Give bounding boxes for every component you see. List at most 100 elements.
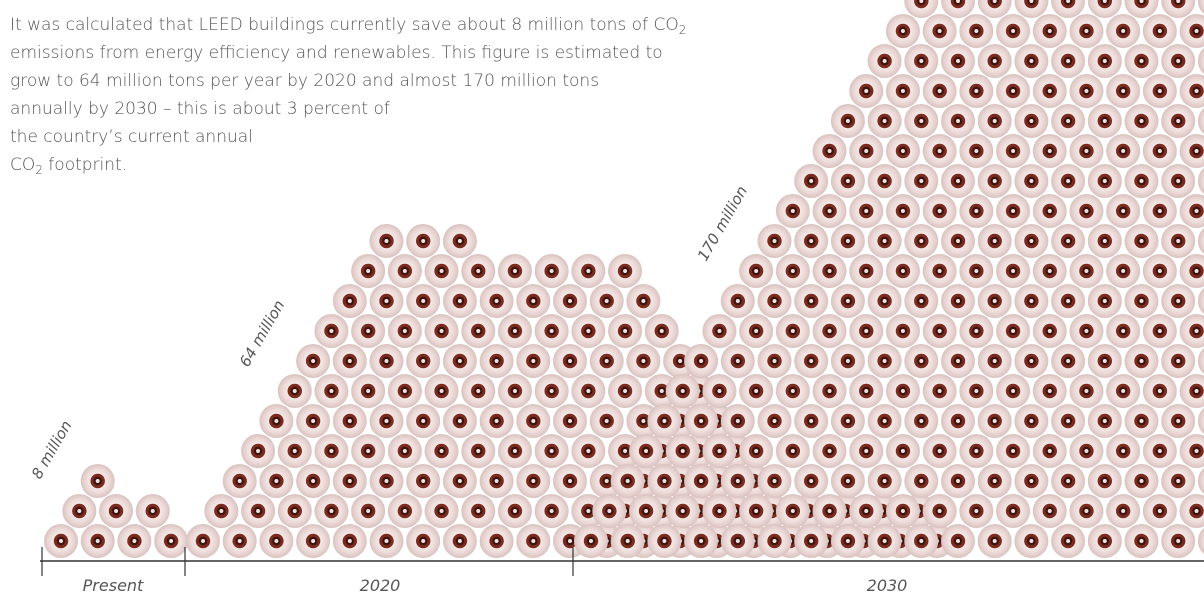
co2-ball — [794, 524, 829, 558]
co2-ball — [959, 314, 994, 348]
co2-ball — [922, 74, 957, 108]
co2-ball — [222, 464, 257, 498]
co2-ball — [702, 314, 737, 348]
co2-ball — [1087, 0, 1122, 18]
co2-ball — [1179, 254, 1204, 288]
co2-ball — [830, 464, 865, 498]
co2-ball — [1051, 404, 1086, 438]
co2-ball — [369, 464, 404, 498]
description-line-4: annually by 2030 – this is about 3 perce… — [10, 99, 390, 119]
co2-ball — [442, 464, 477, 498]
co2-ball — [1069, 14, 1104, 48]
co2-ball — [1069, 74, 1104, 108]
co2-ball — [1069, 494, 1104, 528]
co2-ball — [351, 434, 386, 468]
co2-ball — [277, 434, 312, 468]
co2-ball — [904, 44, 939, 78]
co2-ball — [996, 494, 1031, 528]
co2-ball — [1161, 404, 1196, 438]
co2-ball — [1087, 524, 1122, 558]
co2-ball — [479, 404, 514, 438]
co2-ball — [904, 404, 939, 438]
co2-ball — [497, 374, 532, 408]
co2-ball — [534, 314, 569, 348]
co2-ball — [351, 374, 386, 408]
co2-ball — [461, 374, 496, 408]
co2-ball — [553, 344, 587, 378]
co2-ball — [1161, 104, 1196, 138]
co2-ball — [332, 344, 367, 378]
co2-ball — [534, 374, 569, 408]
co2-ball — [830, 344, 865, 378]
co2-ball — [479, 464, 514, 498]
co2-ball — [849, 74, 884, 108]
co2-ball — [1197, 0, 1204, 15]
co2-ball — [1106, 14, 1141, 48]
co2-ball — [1197, 527, 1204, 555]
co2-ball — [406, 464, 441, 498]
co2-ball — [941, 284, 975, 318]
co2-ball — [571, 314, 606, 348]
co2-ball — [1087, 104, 1122, 138]
co2-ball — [387, 494, 422, 528]
co2-ball — [1124, 224, 1159, 258]
co2-ball — [922, 254, 957, 288]
co2-ball — [1197, 167, 1204, 195]
co2-ball — [1087, 284, 1122, 318]
co2-ball — [996, 14, 1031, 48]
co2-ball — [720, 344, 755, 378]
co2-ball — [1087, 404, 1122, 438]
co2-ball — [296, 404, 331, 438]
co2-ball — [665, 434, 700, 468]
co2-ball — [959, 374, 994, 408]
co2-ball — [608, 374, 643, 408]
co2-ball — [1069, 374, 1104, 408]
co2-ball — [849, 254, 884, 288]
co2-ball — [571, 434, 606, 468]
co2-ball — [757, 524, 792, 558]
co2-ball — [1069, 134, 1104, 168]
co2-ball — [314, 314, 349, 348]
co2-ball — [885, 374, 920, 408]
co2-ball — [516, 284, 551, 318]
co2-ball — [589, 344, 624, 378]
co2-ball — [1197, 467, 1204, 495]
co2-ball — [922, 14, 957, 48]
co2-ball — [849, 494, 884, 528]
co2-ball — [461, 314, 496, 348]
co2-ball — [424, 494, 459, 528]
co2-ball — [1161, 344, 1196, 378]
co2-ball — [849, 194, 884, 228]
co2-ball — [941, 464, 975, 498]
co2-ball — [296, 344, 331, 378]
co2-ball — [922, 314, 957, 348]
description-line-3: grow to 64 million tons per year by 2020… — [10, 71, 600, 91]
co2-ball — [1087, 344, 1122, 378]
co2-ball — [922, 134, 957, 168]
co2-ball — [1197, 47, 1204, 75]
co2-ball — [941, 524, 975, 558]
co2-ball — [534, 494, 569, 528]
co2-ball — [830, 164, 865, 198]
co2-ball — [904, 284, 939, 318]
co2-ball — [387, 254, 422, 288]
co2-ball — [1197, 107, 1204, 135]
description-line-1: It was calculated that LEED buildings cu… — [10, 15, 687, 37]
co2-ball — [1087, 224, 1122, 258]
co2-ball — [996, 134, 1031, 168]
co2-ball — [1179, 134, 1204, 168]
value-label: 170 million — [694, 183, 751, 264]
co2-ball — [80, 464, 115, 498]
co2-ball — [629, 434, 664, 468]
co2-ball — [959, 434, 994, 468]
co2-ball — [314, 374, 349, 408]
co2-ball — [1124, 0, 1159, 18]
co2-ball — [959, 14, 994, 48]
co2-ball — [775, 314, 810, 348]
co2-ball — [775, 254, 810, 288]
co2-ball — [479, 344, 514, 378]
co2-ball — [996, 194, 1031, 228]
co2-ball — [332, 524, 367, 558]
co2-ball — [1051, 0, 1086, 18]
co2-ball — [977, 404, 1012, 438]
